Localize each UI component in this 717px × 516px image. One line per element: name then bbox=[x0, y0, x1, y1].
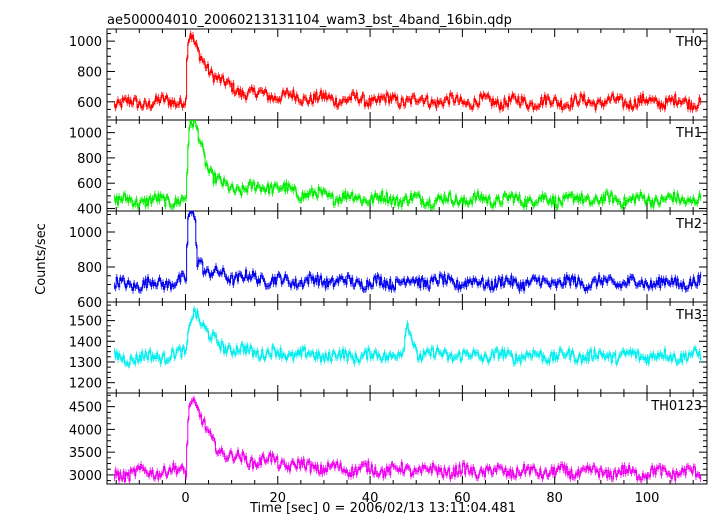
y-tick-label: 1200 bbox=[69, 377, 102, 392]
y-tick-label: 1300 bbox=[69, 356, 102, 371]
y-tick-label: 3500 bbox=[69, 446, 102, 461]
x-axis-label: Time [sec] 0 = 2006/02/13 13:11:04.481 bbox=[249, 501, 516, 516]
panel-th0123: 3000 3500 4000 4500 TH0123 bbox=[69, 392, 708, 485]
y-tick-label: 400 bbox=[77, 202, 102, 217]
y-tick-label: 1000 bbox=[69, 127, 102, 142]
y-tick-label: 600 bbox=[77, 96, 102, 111]
y-tick-label: 800 bbox=[77, 261, 102, 276]
x-tick-label: 60 bbox=[454, 491, 471, 506]
data-line bbox=[113, 33, 702, 111]
x-tick-label: 80 bbox=[546, 491, 563, 506]
series-th1 bbox=[113, 120, 702, 211]
y-tick-label: 600 bbox=[77, 296, 102, 311]
x-tick-label: 20 bbox=[269, 491, 286, 506]
error-bars bbox=[114, 395, 702, 484]
error-bars bbox=[114, 30, 702, 113]
panel-th3: 1200 1300 1400 1500 TH3 bbox=[69, 301, 708, 394]
data-line bbox=[113, 211, 702, 292]
data-line bbox=[113, 308, 702, 366]
panel-label: TH0123 bbox=[650, 399, 702, 414]
y-tick-label: 4500 bbox=[69, 401, 102, 416]
y-tick-label: 1000 bbox=[69, 35, 102, 50]
y-tick-label: 600 bbox=[77, 177, 102, 192]
series-th2 bbox=[113, 211, 702, 294]
panel-label: TH1 bbox=[675, 126, 702, 141]
panel-th1: 400 600 800 1000 TH1 bbox=[69, 119, 708, 217]
panel-frame bbox=[106, 28, 708, 121]
chart-title: ae500004010_20060213131104_wam3_bst_4ban… bbox=[107, 13, 512, 28]
panel-label: TH3 bbox=[675, 308, 702, 323]
panel-th0: 600 800 1000 TH0 bbox=[69, 28, 708, 121]
series-th0 bbox=[113, 30, 702, 113]
y-tick-label: 800 bbox=[77, 152, 102, 167]
series-th0123 bbox=[113, 395, 702, 484]
series-th3 bbox=[113, 305, 702, 369]
panel-th2: 600 800 1000 TH2 bbox=[69, 210, 708, 311]
panel-label: TH0 bbox=[675, 35, 702, 50]
y-axis-label: Counts/sec bbox=[34, 223, 49, 295]
y-tick-label: 1500 bbox=[69, 315, 102, 330]
x-tick-label: 100 bbox=[635, 491, 660, 506]
y-tick-label: 4000 bbox=[69, 423, 102, 438]
y-tick-label: 3000 bbox=[69, 469, 102, 484]
y-tick-label: 1000 bbox=[69, 226, 102, 241]
x-tick-label: 40 bbox=[362, 491, 379, 506]
panel-label: TH2 bbox=[675, 217, 702, 232]
data-line bbox=[113, 120, 702, 209]
x-tick-label: 0 bbox=[181, 491, 189, 506]
data-line bbox=[113, 398, 702, 482]
y-tick-label: 1400 bbox=[69, 335, 102, 350]
y-tick-label: 800 bbox=[77, 65, 102, 80]
panel-frame bbox=[106, 392, 708, 485]
